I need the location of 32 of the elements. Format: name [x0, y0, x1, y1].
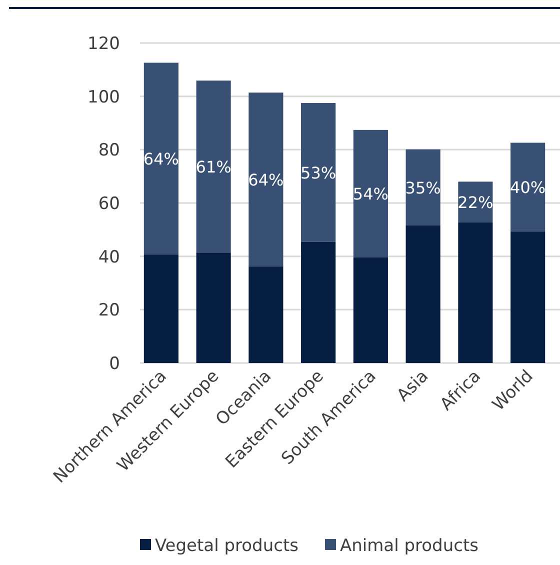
annotation: 64%	[248, 170, 284, 190]
bar	[510, 142, 546, 232]
bar	[353, 130, 388, 258]
y-tick-label: 80	[98, 140, 120, 161]
bar	[353, 257, 388, 363]
bar	[196, 252, 231, 363]
y-tick-label: 120	[88, 34, 120, 54]
annotation: 61%	[196, 158, 232, 177]
annotation: 22%	[458, 193, 494, 212]
annotation: 35%	[405, 178, 441, 198]
bar	[406, 225, 440, 363]
bar	[510, 231, 546, 363]
y-tick-label: 0	[109, 354, 120, 374]
bar	[144, 254, 178, 363]
bar	[248, 92, 284, 266]
legend-label: Animal products	[340, 536, 479, 556]
y-tick-label: 60	[98, 194, 120, 214]
annotation: 40%	[510, 178, 546, 197]
bar	[196, 80, 231, 253]
bar	[248, 266, 284, 363]
bar	[144, 62, 178, 254]
annotation: 53%	[300, 163, 336, 182]
bar	[301, 103, 336, 242]
y-tick-label: 20	[98, 300, 120, 321]
y-tick-label: 40	[98, 247, 120, 268]
bar	[406, 149, 440, 226]
annotation: 64%	[143, 149, 179, 168]
annotation: 54%	[352, 184, 388, 204]
y-tick-label: 100	[88, 87, 120, 108]
legend-label: Vegetal products	[155, 536, 299, 556]
bar	[301, 242, 336, 363]
bar	[458, 222, 493, 363]
